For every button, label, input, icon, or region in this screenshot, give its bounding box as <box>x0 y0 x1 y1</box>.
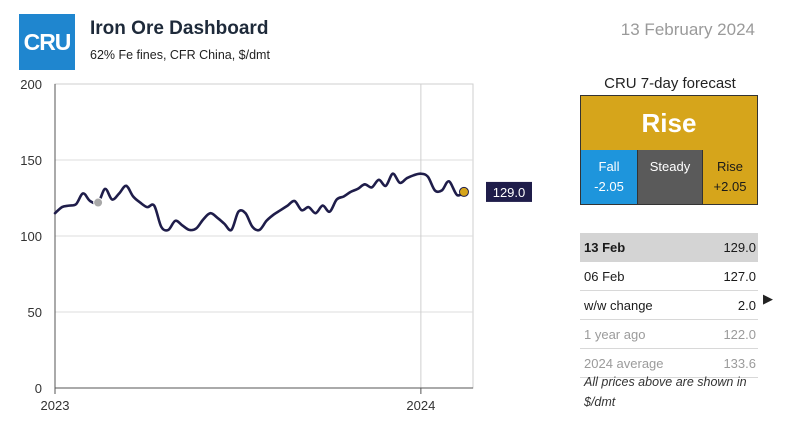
cru-logo: CRU <box>19 14 75 70</box>
price-row-label: 13 Feb <box>584 240 626 255</box>
price-row-average: 2024 average 133.6 <box>580 349 758 378</box>
price-row-label: 2024 average <box>584 355 664 371</box>
right-triangle-icon: ▶ <box>763 291 773 306</box>
forecast-fall-label: Fall <box>598 159 620 174</box>
y-tick-label: 0 <box>35 381 42 396</box>
forecast-steady-label: Steady <box>649 159 691 174</box>
year-ago-marker <box>93 197 104 208</box>
price-row-value: 133.6 <box>723 355 756 371</box>
forecast-rise: Rise +2.05 <box>703 150 757 204</box>
forecast-steady: Steady <box>637 150 703 204</box>
price-row-previous: 06 Feb 127.0 <box>580 262 758 291</box>
price-row-value: 129.0 <box>723 240 756 255</box>
end-value-label: 129.0 <box>493 185 526 200</box>
forecast-fall: Fall -2.05 <box>581 150 637 204</box>
y-tick-label: 200 <box>20 77 42 92</box>
price-row-latest: 13 Feb 129.0 <box>580 233 758 262</box>
price-note: All prices above are shown in $/dmt <box>584 375 747 409</box>
logo-text: CRU <box>23 28 72 55</box>
price-row-value: 122.0 <box>723 326 756 342</box>
x-tick-label: 2024 <box>406 398 435 413</box>
price-table: 13 Feb 129.0 06 Feb 127.0 w/w change 2.0… <box>580 233 758 378</box>
price-row-label: 1 year ago <box>584 326 646 342</box>
y-tick-label: 150 <box>20 153 42 168</box>
price-row-change: w/w change 2.0 <box>580 291 758 320</box>
forecast-fall-value: -2.05 <box>594 179 624 194</box>
forecast-rise-label: Rise <box>716 159 743 174</box>
y-tick-label: 50 <box>28 305 42 320</box>
x-tick-label: 2023 <box>41 398 70 413</box>
report-date: 13 February 2024 <box>620 20 755 39</box>
price-row-value: 127.0 <box>723 268 756 284</box>
price-row-year-ago: 1 year ago 122.0 <box>580 320 758 349</box>
forecast-panel: Rise Fall -2.05 Steady Rise +2.05 <box>580 95 758 205</box>
page-subtitle: 62% Fe fines, CFR China, $/dmt <box>90 48 270 62</box>
end-value-box <box>486 181 532 202</box>
price-line <box>53 172 466 232</box>
forecast-rise-value: +2.05 <box>713 179 747 194</box>
price-row-label: w/w change <box>584 297 653 313</box>
y-tick-label: 100 <box>20 229 42 244</box>
forecast-outcome: Rise <box>581 96 757 150</box>
forecast-heading: CRU 7-day forecast <box>604 75 736 92</box>
page-title: Iron Ore Dashboard <box>90 18 269 39</box>
price-row-value: 2.0 <box>737 297 756 313</box>
price-row-label: 06 Feb <box>584 268 625 284</box>
price-chart: 0 50 100 150 200 2023 2024 129.0 <box>20 77 532 413</box>
latest-marker <box>458 186 469 197</box>
